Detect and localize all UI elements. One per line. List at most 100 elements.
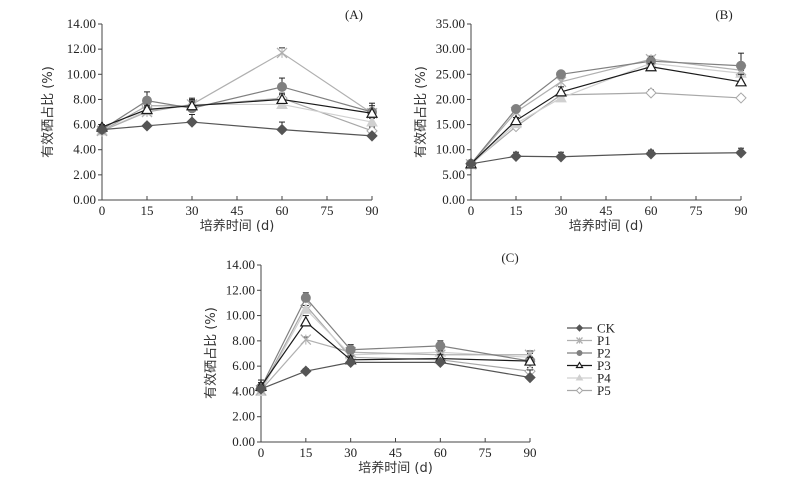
data-point <box>365 107 379 118</box>
data-point <box>734 75 748 87</box>
data-point <box>465 158 477 170</box>
data-point <box>555 151 567 163</box>
series-line <box>101 121 373 137</box>
legend-marker <box>576 350 583 356</box>
y-tick-label: 4.00 <box>232 383 255 398</box>
data-point <box>735 147 747 159</box>
data-point <box>276 123 288 136</box>
data-point <box>645 87 657 99</box>
y-tick-label: 2.00 <box>232 409 255 424</box>
series-line <box>260 338 530 391</box>
x-tick-label: 75 <box>321 203 334 218</box>
y-axis-title: 有效硒占比 (%) <box>414 66 429 158</box>
x-tick-label: 75 <box>479 445 492 460</box>
legend-label: P5 <box>597 383 611 398</box>
chart-panel-b: 0.00 5.00 10.00 15.00 20.00 25.00 30.00 35.00 0 1… <box>414 7 748 234</box>
y-tick-label: 12.00 <box>67 41 96 56</box>
x-tick-label: 45 <box>600 203 613 218</box>
data-point <box>344 356 357 369</box>
series-line <box>101 52 373 132</box>
y-tick-label: 20.00 <box>436 91 465 106</box>
y-tick-label: 10.00 <box>226 308 255 323</box>
data-point <box>300 334 312 346</box>
data-point <box>255 383 267 395</box>
data-point <box>366 116 378 127</box>
y-tick-label: 8.00 <box>232 333 255 348</box>
data-point <box>96 123 108 136</box>
series-p1 <box>96 47 378 137</box>
y-tick-label: 0.00 <box>232 434 255 449</box>
y-tick-label: 10.00 <box>67 66 96 81</box>
series-p4 <box>255 303 536 396</box>
y-tick-label: 0.00 <box>73 192 96 207</box>
legend-label: P2 <box>597 346 611 361</box>
series-p3 <box>464 60 748 169</box>
x-tick-label: 90 <box>366 203 379 218</box>
legend-marker <box>575 374 584 381</box>
x-tick-label: 75 <box>690 203 703 218</box>
data-point <box>509 114 523 126</box>
y-axis-title: 有效硒占比 (%) <box>41 66 56 158</box>
panel-label: (B) <box>715 7 732 22</box>
x-tick-label: 45 <box>231 203 244 218</box>
data-point <box>510 150 522 162</box>
legend-marker <box>575 386 584 395</box>
x-tick-label: 0 <box>99 203 106 218</box>
data-point <box>434 356 447 369</box>
legend-item-p4: P4 <box>567 371 611 386</box>
legend-item-p2: P2 <box>567 346 611 361</box>
legend-marker <box>575 361 584 369</box>
y-tick-label: 5.00 <box>442 167 465 182</box>
x-tick-label: 30 <box>344 445 357 460</box>
y-axis-title: 有效硒占比 (%) <box>204 307 219 399</box>
data-point <box>556 69 566 80</box>
x-tick-label: 60 <box>276 203 289 218</box>
legend-label: P3 <box>597 358 611 373</box>
x-tick-label: 15 <box>299 445 312 460</box>
data-point <box>277 81 287 92</box>
y-tick-label: 6.00 <box>232 358 255 373</box>
data-point <box>523 354 537 366</box>
series-p2 <box>256 292 535 393</box>
legend-marker <box>576 337 583 344</box>
data-point <box>735 92 747 104</box>
panel-label: (C) <box>501 250 518 265</box>
data-point <box>141 120 153 132</box>
y-tick-label: 12.00 <box>226 282 255 297</box>
legend-label: P4 <box>597 371 611 386</box>
y-tick-label: 2.00 <box>73 167 96 182</box>
data-point <box>511 103 521 114</box>
series-p1 <box>465 53 747 170</box>
x-tick-label: 60 <box>645 203 658 218</box>
y-tick-label: 14.00 <box>67 16 96 31</box>
series-line <box>470 60 742 165</box>
x-tick-label: 15 <box>141 203 154 218</box>
data-point <box>645 148 657 160</box>
series-line <box>260 308 531 392</box>
x-tick-label: 30 <box>555 203 568 218</box>
legend-item-p5: P5 <box>567 383 611 398</box>
data-point <box>345 344 356 355</box>
data-point <box>300 292 311 303</box>
chart-panel-a: 0.00 2.00 4.00 6.00 8.00 10.00 12.00 14.00 0 15 30… <box>41 7 379 234</box>
legend-item-ck: CK <box>567 321 616 336</box>
series-ck <box>255 356 536 395</box>
data-point <box>299 315 312 327</box>
series-ck <box>96 114 378 142</box>
legend-item-p3: P3 <box>567 358 611 373</box>
data-point <box>644 60 658 72</box>
data-point <box>435 340 446 351</box>
y-tick-label: 10.00 <box>436 142 465 157</box>
x-tick-label: 60 <box>434 445 447 460</box>
legend-marker <box>575 324 584 332</box>
y-tick-label: 0.00 <box>442 192 465 207</box>
chart-panel-c: 0.00 2.00 4.00 6.00 8.00 10.00 12.00 14.00 0 15 30… <box>204 250 537 476</box>
data-point <box>299 303 312 314</box>
legend-item-p1: P1 <box>567 333 611 348</box>
y-tick-label: 8.00 <box>73 91 96 106</box>
data-point <box>185 99 199 111</box>
x-tick-label: 15 <box>510 203 523 218</box>
series-p3 <box>95 92 379 132</box>
series-line <box>470 152 742 165</box>
x-tick-label: 0 <box>468 203 475 218</box>
